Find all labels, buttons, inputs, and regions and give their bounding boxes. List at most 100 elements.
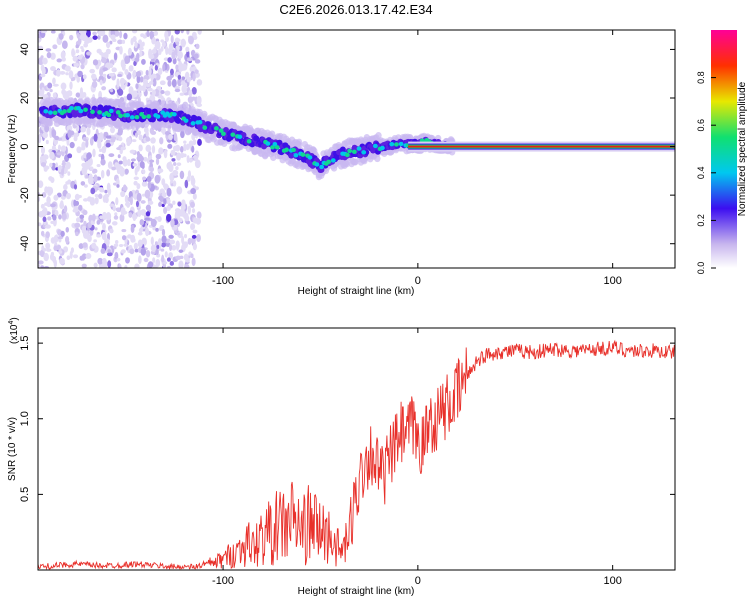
spectrogram-noise-cell [185,46,190,53]
spectrogram-noise-cell [133,60,137,67]
spectrogram-noise-cell [142,83,146,93]
colorbar-tick-label: 0.4 [696,167,706,180]
spectrogram-noise-cell [39,249,45,258]
snr-background [38,328,675,570]
spectrogram-noise-cell [153,30,159,36]
spectrogram-noise-cell [111,166,116,171]
spectrogram-noise-cell [67,90,71,94]
spectrogram-noise-cell [54,135,60,141]
spectrogram-noise-cell [168,42,174,51]
spectrogram-noise-cell [196,234,201,243]
spectrogram-noise-cell [112,205,116,212]
spectrogram-noise-cell [38,30,41,34]
spectrogram-noise-cell [116,167,121,175]
spectrogram-noise-cell [126,93,133,101]
spectrogram-peak-cell [293,153,299,158]
spectrogram-noise-cell [58,250,63,254]
spectrogram-noise-cell [42,131,48,139]
spectrogram-noise-cell [196,79,203,86]
spectrogram-noise-cell [116,132,123,136]
spectrogram-noise-cell [158,195,164,201]
spectrogram-peak-cell [52,110,58,115]
spectrogram-peak-cell [146,114,152,119]
spectrogram-noise-cell [105,142,111,148]
spectrogram-noise-cell [136,192,142,202]
spectrogram-noise-cell [152,226,156,231]
spectrogram-noise-cell [105,212,112,221]
spectrogram-peak-cell [78,108,84,114]
spectrogram-ridge-cell [222,126,229,133]
spectrogram-noise-cell [96,234,102,238]
spectrogram-noise-cell [148,81,154,85]
spectrogram-noise-cell [85,138,89,148]
spectrogram-peak-cell [307,155,313,160]
spectrogram-peak-cell [319,164,325,170]
spectrogram-noise-cell [165,198,171,205]
spectrogram-noise-cell [193,53,199,59]
spectrogram-noise-cell [173,162,177,166]
spectrogram-noise-cell [65,72,69,76]
spectrogram-noise-cell [83,136,87,142]
spectrogram-noise-cell [167,80,172,87]
spectrogram-noise-cell [66,255,71,261]
spectrogram-noise-cell [143,257,149,263]
spectrogram-noise-cell [105,41,111,49]
spectrogram-noise-cell [196,95,202,105]
spectrogram-noise-cell [181,199,186,208]
spectrogram-frame [37,29,676,269]
spectrogram-noise-cell [155,157,160,166]
spectrogram-noise-cell [135,165,140,172]
spectrogram-noise-cell [75,217,81,223]
spectrogram-noise-cell [128,65,134,72]
spectrogram-noise-cell [38,260,44,265]
spectrogram-peak-cell [108,108,114,114]
spectrogram-noise-cell [98,30,103,37]
spectrogram-noise-cell [52,77,56,85]
spectrogram-noise-cell [138,255,142,265]
spectrogram-noise-cell [166,213,172,222]
spectrogram-peak-cell [300,152,306,157]
spectrogram-noise-cell [82,230,89,239]
spectrogram-noise-cell [167,143,173,149]
spectrogram-noise-cell [100,57,107,64]
spectrogram-noise-cell [190,253,194,259]
spectrogram-noise-cell [129,149,136,154]
spectrogram-noise-cell [138,134,143,141]
spectrogram-noise-cell [122,158,128,167]
colorbar-tick-label: 0.8 [696,71,706,84]
spectrogram-noise-cell [194,159,201,169]
spectrogram-noise-cell [52,93,57,98]
spectrogram-noise-cell [191,257,196,267]
spectrogram-noise-cell [175,144,181,152]
spectrogram-noise-cell [119,45,123,55]
spectrogram-ridge-cell [146,108,153,115]
spectrogram-noise-cell [142,78,148,85]
snr-y-tick-label: 0.5 [19,487,31,502]
spectrogram-noise-cell [136,74,141,84]
spectrogram-noise-cell [65,161,71,170]
spectrogram-ridge-cell [253,135,260,142]
spectrogram-peak-cell [115,110,121,115]
spectrogram-noise-cell [157,67,163,76]
spectrogram-noise-cell [108,63,114,69]
snr-multiplier-exponent: 4 [8,321,15,325]
spectrogram-noise-cell [85,174,89,179]
spectrogram-noise-cell [46,248,52,252]
spectrogram-noise-cell [148,68,152,75]
spectrogram-noise-cell [134,248,139,253]
spectrogram-halo-cell [295,138,303,146]
spectrogram-noise-cell [169,260,175,266]
snr-y-tick-label: 1.0 [19,411,31,426]
spectrogram-noise-cell [38,180,44,189]
spectrogram-noise-cell [168,133,173,141]
spectrogram-peak-cell [48,110,53,115]
spectrogram-noise-cell [152,78,157,87]
spectrogram-noise-cell [47,82,53,89]
spectrogram-noise-cell [98,148,103,153]
spectrogram-noise-cell [45,48,52,52]
spectrogram-peak-cell [284,147,289,152]
spectrogram-noise-cell [100,248,106,254]
colorbar-tick-label: 0.0 [696,262,706,275]
spectrogram-noise-cell [164,251,168,258]
spectrogram-y-tick-label: -20 [19,187,31,203]
